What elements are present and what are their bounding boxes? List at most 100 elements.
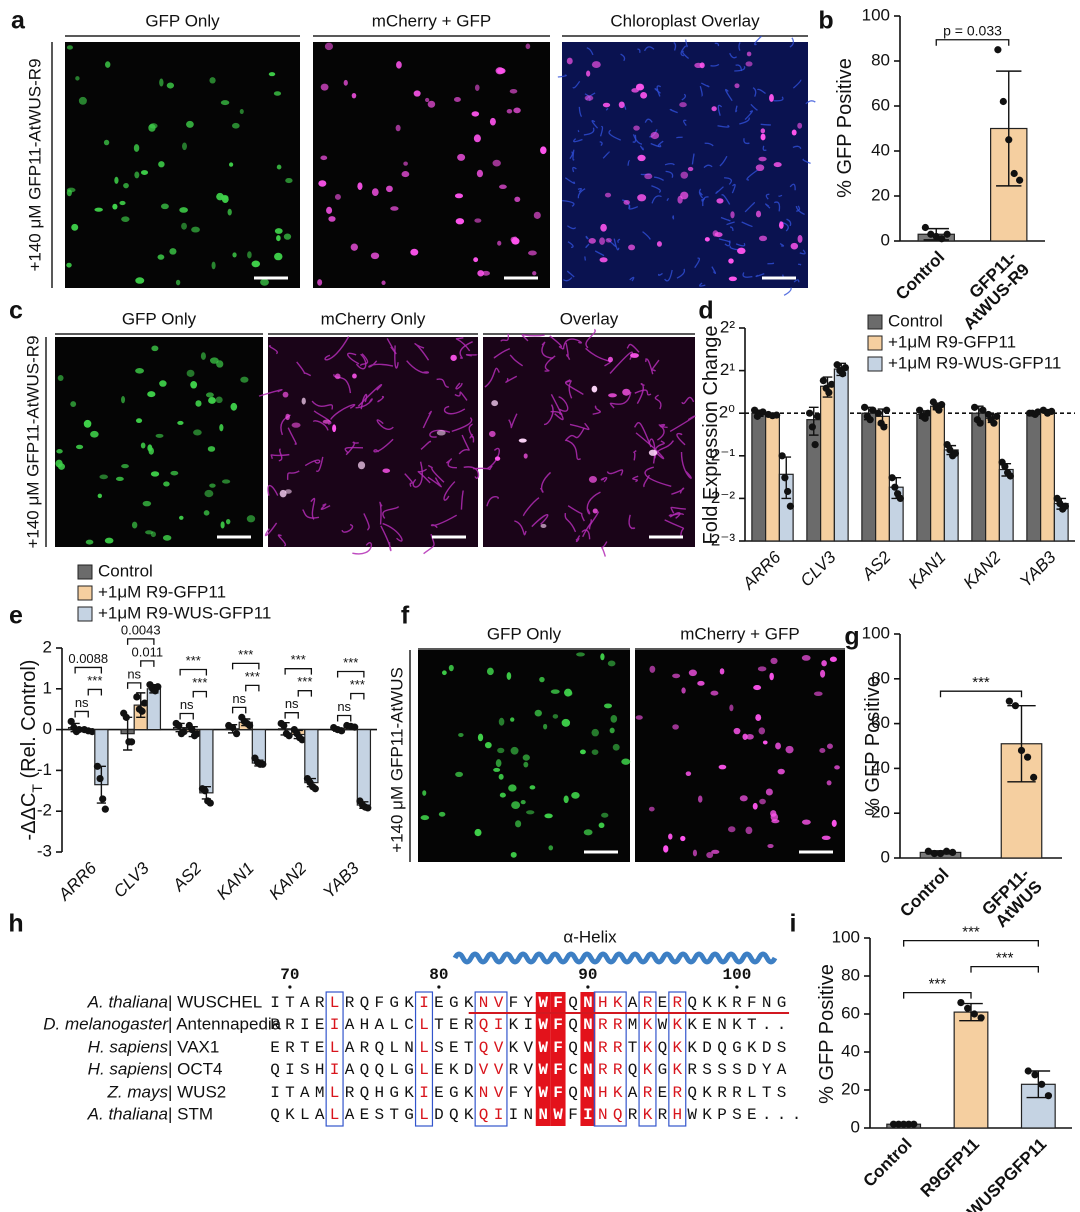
- comparison-label: ***: [238, 647, 253, 662]
- residue: L: [389, 1016, 399, 1034]
- chloroplast: [650, 142, 662, 148]
- nucleus: [706, 851, 714, 859]
- chloroplast: [639, 145, 644, 151]
- residue: A: [374, 1016, 384, 1034]
- nucleus: [334, 194, 341, 200]
- cell-outline: [565, 439, 581, 461]
- data-point: [99, 795, 107, 803]
- y-tick-label: 0: [43, 719, 52, 738]
- nucleus: [600, 223, 607, 232]
- residue: W: [687, 1106, 697, 1124]
- nucleus: [733, 727, 741, 735]
- comparison-label: ***: [343, 655, 358, 670]
- y-axis-label-text: % GFP Positive: [834, 58, 856, 198]
- residue: V: [494, 994, 504, 1012]
- residue: A: [777, 1061, 787, 1079]
- residue: W: [538, 1084, 548, 1102]
- cell-outline: [427, 464, 445, 483]
- nucleus: [745, 826, 753, 835]
- cell-outline: [412, 461, 423, 488]
- chloroplast: [742, 272, 753, 278]
- data-point: [896, 494, 904, 502]
- nucleus: [220, 521, 225, 529]
- chloroplast: [724, 88, 733, 102]
- comparison-label: ***: [245, 669, 260, 684]
- data-point: [246, 721, 254, 730]
- residue: S: [777, 1039, 787, 1057]
- nucleus: [668, 833, 673, 840]
- residue: L: [330, 1106, 340, 1124]
- nucleus: [484, 741, 492, 749]
- residue: N: [717, 1016, 727, 1034]
- chloroplast: [767, 262, 775, 265]
- legend-label: +1μM R9-GFP11: [98, 582, 226, 601]
- nucleus: [230, 402, 238, 411]
- data-point: [1038, 1080, 1046, 1088]
- y-tick-label: 20: [841, 1079, 860, 1098]
- legend-swatch: [77, 606, 93, 622]
- nucleus: [598, 822, 605, 829]
- residue: G: [404, 1106, 414, 1124]
- nucleus: [785, 745, 794, 754]
- chloroplast: [710, 63, 720, 67]
- data-point: [977, 1014, 985, 1022]
- nucleus: [697, 795, 703, 803]
- nucleus: [71, 223, 79, 231]
- residue: K: [672, 1016, 682, 1034]
- chloroplast: [789, 183, 796, 191]
- column-label: Chloroplast Overlay: [610, 11, 760, 30]
- cell-outline: [333, 374, 352, 394]
- chloroplast: [572, 166, 577, 173]
- residue: S: [374, 1106, 384, 1124]
- cell-outline: [635, 432, 665, 460]
- data-point: [88, 728, 96, 736]
- chloroplast: [657, 272, 663, 276]
- nucleus: [773, 162, 782, 168]
- nucleus: [247, 251, 252, 259]
- chloroplast: [720, 216, 731, 222]
- nucleus: [177, 420, 184, 425]
- nucleus: [57, 375, 64, 382]
- nucleus: [274, 228, 283, 234]
- nucleus: [232, 122, 240, 129]
- cell-outline: [585, 328, 596, 349]
- residue: R: [732, 994, 742, 1012]
- nucleus: [610, 715, 618, 723]
- chloroplast: [629, 276, 635, 282]
- nucleus: [352, 373, 357, 379]
- nucleus: [75, 76, 80, 81]
- nucleus: [193, 429, 202, 436]
- chloroplast: [778, 194, 783, 197]
- chloroplast: [643, 46, 655, 52]
- chloroplast: [744, 110, 754, 121]
- cell-outline: [564, 427, 585, 442]
- chloroplast: [703, 164, 713, 169]
- data-point: [811, 440, 819, 449]
- nucleus: [730, 211, 735, 219]
- residue: T: [628, 1039, 638, 1057]
- data-point: [924, 409, 932, 417]
- comparison-bracket: [126, 682, 142, 689]
- y-axis-label: -ΔΔCT (Rel. Control): [18, 660, 44, 841]
- chloroplast: [566, 270, 575, 278]
- bar: [146, 688, 162, 731]
- cell-outline: [592, 405, 601, 415]
- nucleus: [135, 277, 145, 284]
- nucleus: [508, 784, 517, 792]
- bar: [1040, 410, 1055, 542]
- nucleus: [801, 655, 811, 661]
- side-label: +140 μM GFP11-AtWUS-R9: [23, 335, 42, 548]
- residue: K: [672, 1039, 682, 1057]
- residue: C: [404, 1016, 414, 1034]
- residue-dot: [437, 985, 441, 989]
- nucleus: [104, 537, 114, 544]
- residue: R: [613, 1039, 623, 1057]
- cell-outline: [668, 513, 685, 517]
- residue: Q: [449, 1106, 459, 1124]
- cell-outline: [341, 523, 354, 533]
- data-point: [138, 707, 146, 715]
- data-point: [784, 487, 792, 496]
- residue: Q: [360, 994, 370, 1012]
- cell-outline: [315, 456, 324, 473]
- cell-outline: [633, 450, 637, 461]
